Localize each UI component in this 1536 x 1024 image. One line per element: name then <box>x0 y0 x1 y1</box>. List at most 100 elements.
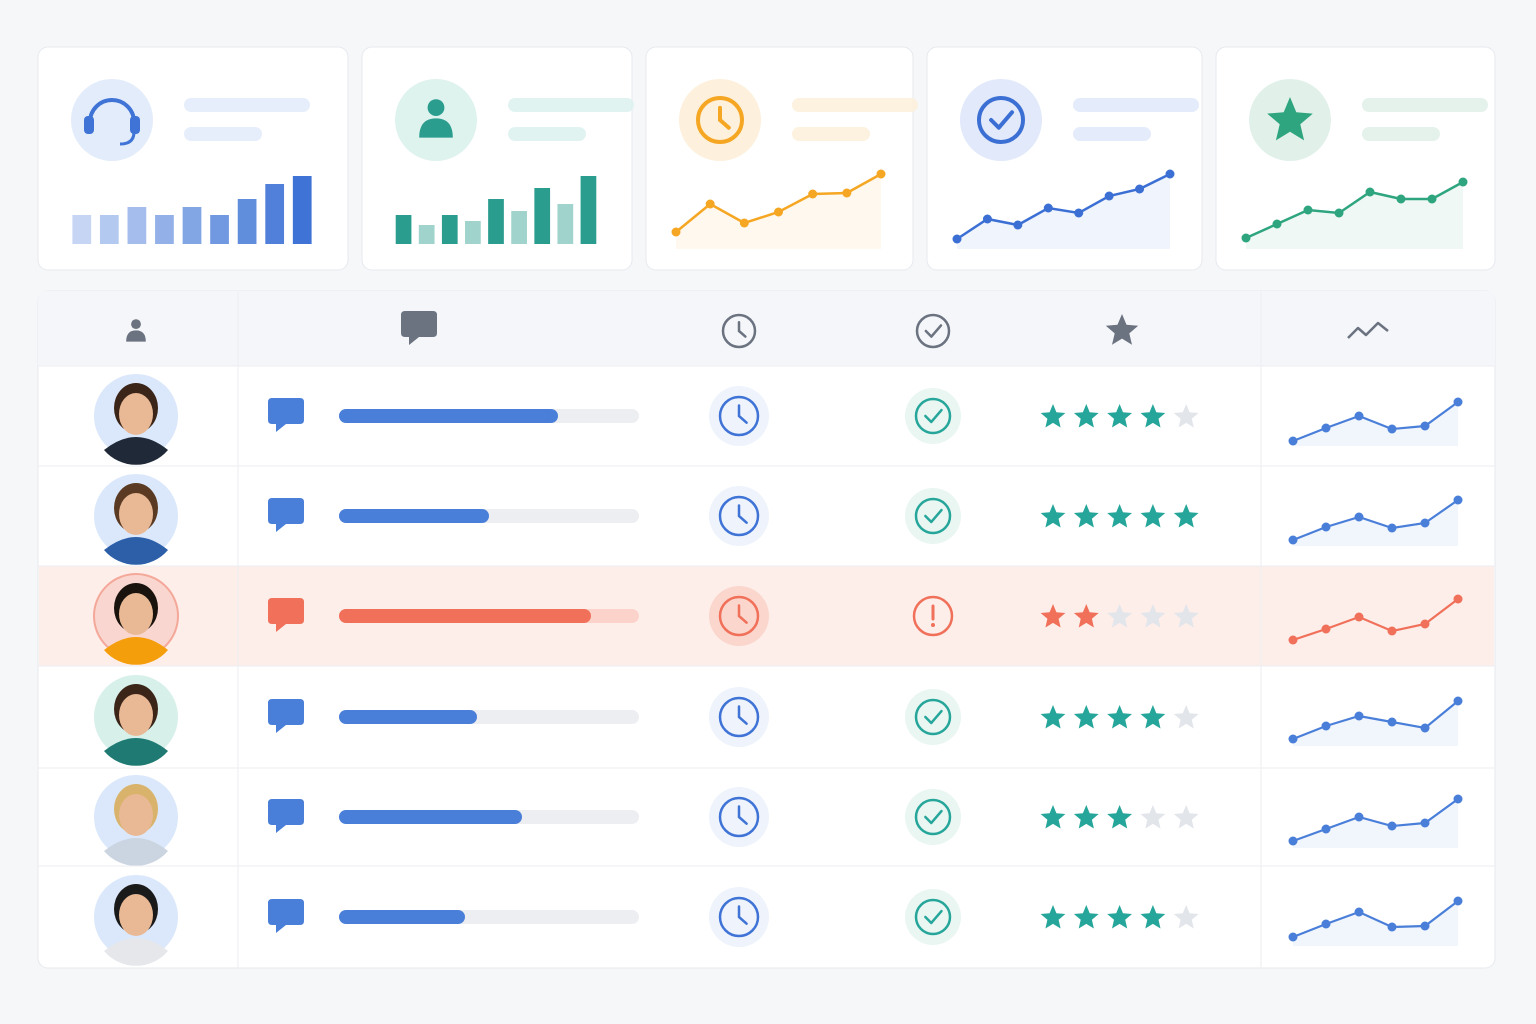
clock-hands <box>737 604 748 624</box>
rating-star <box>1107 705 1132 729</box>
trend-point <box>1321 522 1331 532</box>
trend-point <box>1453 495 1463 505</box>
trend-point <box>1420 921 1430 931</box>
alert-icon <box>912 595 954 637</box>
alert-dot <box>931 623 935 627</box>
bar <box>265 184 285 244</box>
rating-star <box>1140 905 1166 929</box>
avatar-face <box>119 794 153 836</box>
check-mark <box>989 110 1014 130</box>
check-mark <box>924 324 943 338</box>
check-icon <box>977 96 1025 144</box>
placeholder-line <box>1073 127 1151 141</box>
avatar-shirt <box>104 938 168 966</box>
rating-star <box>1107 905 1132 929</box>
table-header <box>38 291 1495 366</box>
rating-star <box>1173 404 1199 428</box>
clock-icon <box>718 696 760 738</box>
rating-star <box>1040 504 1066 528</box>
clock-hands <box>737 504 748 524</box>
bar <box>182 207 202 244</box>
trend-point <box>1288 635 1298 645</box>
rating-star <box>1140 705 1166 729</box>
check-icon <box>914 397 952 435</box>
rating-star <box>1107 504 1132 528</box>
point <box>1241 233 1251 243</box>
progress-fill <box>339 910 465 924</box>
point <box>842 188 852 198</box>
trend-icon <box>1347 321 1389 339</box>
trend-point <box>1387 424 1397 434</box>
headset-ear <box>84 116 94 134</box>
chat-icon <box>268 498 304 532</box>
trend-point <box>1453 594 1463 604</box>
trend-point <box>1321 919 1331 929</box>
person-body <box>419 118 453 138</box>
headset-icon <box>88 98 136 123</box>
bar <box>292 176 312 244</box>
trend-area <box>1293 402 1458 446</box>
clock-hands <box>737 404 748 424</box>
trend-point <box>1420 421 1430 431</box>
trend-point <box>1354 612 1364 622</box>
clock-hands <box>737 805 748 825</box>
check-bg <box>905 889 961 945</box>
placeholder-line <box>1073 98 1199 112</box>
trend-point <box>1354 812 1364 822</box>
trend-point <box>1453 896 1463 906</box>
trend-point <box>1288 734 1298 744</box>
bar <box>395 215 412 244</box>
check-bg <box>905 388 961 444</box>
chat-icon <box>268 799 304 833</box>
trend-point <box>1387 626 1397 636</box>
trend-line <box>1292 798 1459 843</box>
bar <box>72 215 92 244</box>
bar <box>441 215 458 244</box>
trend-point <box>1354 512 1364 522</box>
clock-icon <box>718 395 760 437</box>
trend-line <box>1292 598 1459 642</box>
trend-point <box>1387 821 1397 831</box>
point <box>1272 219 1282 229</box>
avatar-face <box>119 694 153 736</box>
trend-point <box>1321 721 1331 731</box>
rating-star <box>1073 705 1099 729</box>
trend-point <box>1387 523 1397 533</box>
check-mark <box>924 408 943 424</box>
area <box>1246 182 1463 249</box>
bar <box>418 225 435 244</box>
point <box>952 234 962 244</box>
point <box>705 199 715 209</box>
trend-point <box>1354 411 1364 421</box>
progress-fill <box>339 609 591 623</box>
placeholder-line <box>792 127 870 141</box>
star-icon <box>1105 314 1139 345</box>
rating-star <box>1173 504 1199 528</box>
trend-point <box>1453 696 1463 706</box>
clock-icon <box>718 796 760 838</box>
rating-star <box>1173 805 1199 829</box>
point <box>982 214 992 224</box>
point <box>774 207 783 217</box>
avatar-shirt <box>104 738 168 766</box>
clock-hands <box>718 105 731 130</box>
point <box>1165 169 1175 179</box>
bar <box>465 221 481 244</box>
avatar-shirt <box>104 437 168 465</box>
rating-star <box>1040 604 1066 628</box>
placeholder-line <box>508 127 586 141</box>
point <box>1365 187 1375 197</box>
chat-icon <box>268 899 304 933</box>
rating-star <box>1107 404 1132 428</box>
point <box>1135 184 1145 194</box>
progress-fill <box>339 710 477 724</box>
placeholder-line <box>508 98 634 112</box>
avatar-face <box>119 493 153 535</box>
point <box>671 227 681 237</box>
rating-star <box>1140 604 1166 628</box>
point <box>1074 208 1084 218</box>
placeholder-line <box>792 98 918 112</box>
rating-star <box>1173 705 1199 729</box>
trend-area <box>1293 701 1458 746</box>
